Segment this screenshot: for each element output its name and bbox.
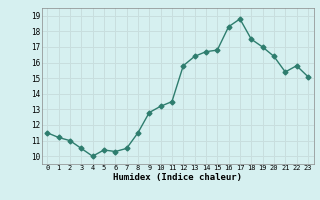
X-axis label: Humidex (Indice chaleur): Humidex (Indice chaleur) [113, 173, 242, 182]
